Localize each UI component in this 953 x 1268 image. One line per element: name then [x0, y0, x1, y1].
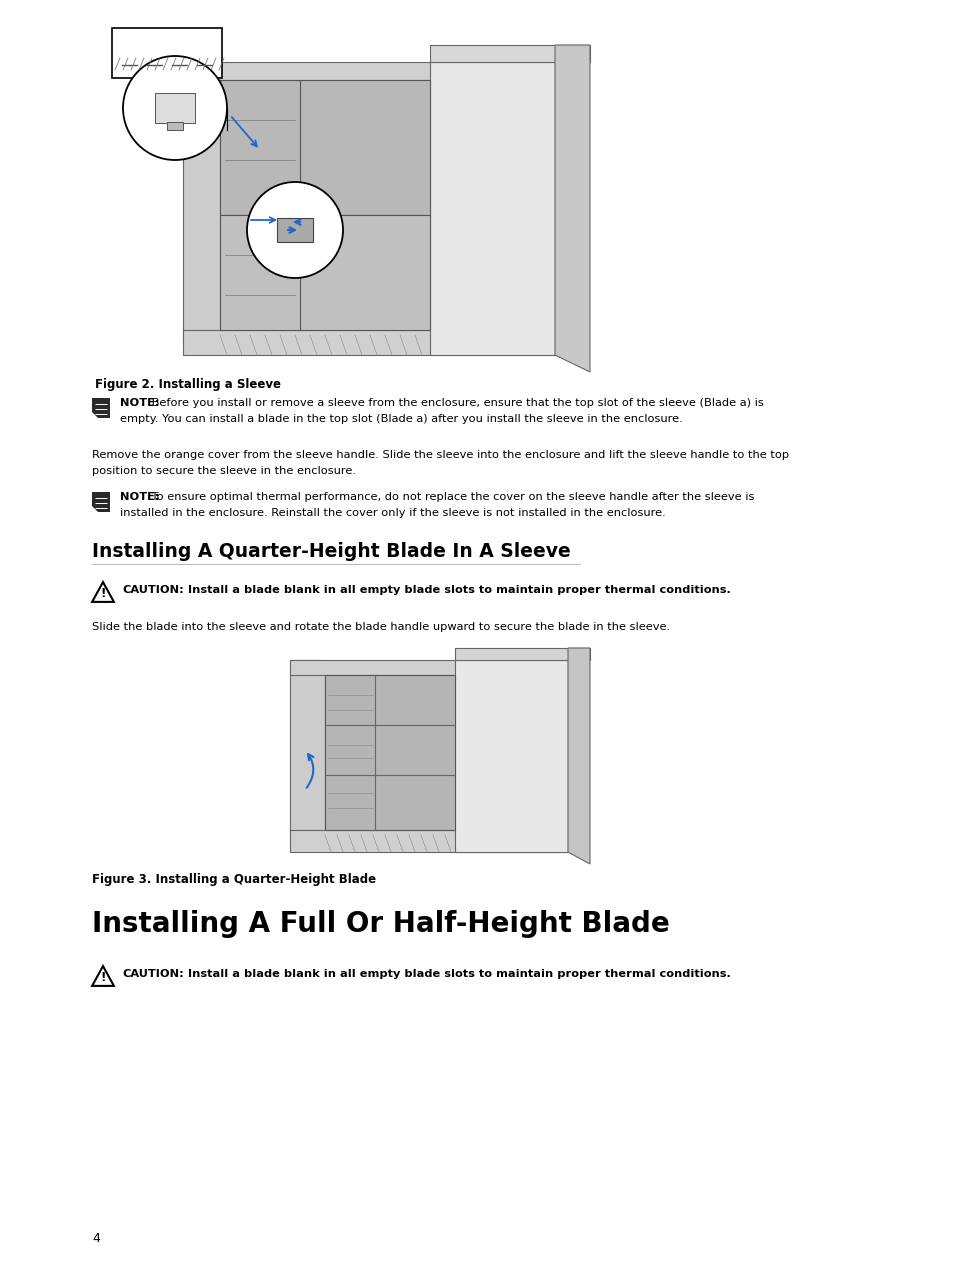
Polygon shape [290, 831, 567, 852]
Polygon shape [220, 216, 430, 330]
Text: CAUTION:: CAUTION: [122, 969, 184, 979]
Circle shape [123, 56, 227, 160]
Text: empty. You can install a blade in the top slot (Blade a) after you install the s: empty. You can install a blade in the to… [120, 413, 682, 424]
Text: position to secure the sleeve in the enclosure.: position to secure the sleeve in the enc… [91, 467, 355, 476]
Polygon shape [183, 62, 220, 345]
Polygon shape [567, 648, 589, 864]
Text: To ensure optimal thermal performance, do not replace the cover on the sleeve ha: To ensure optimal thermal performance, d… [148, 492, 754, 502]
Text: Slide the blade into the sleeve and rotate the blade handle upward to secure the: Slide the blade into the sleeve and rota… [91, 623, 669, 631]
Text: Remove the orange cover from the sleeve handle. Slide the sleeve into the enclos: Remove the orange cover from the sleeve … [91, 450, 788, 460]
Bar [91, 492, 110, 512]
Polygon shape [290, 661, 325, 844]
Text: Install a blade blank in all empty blade slots to maintain proper thermal condit: Install a blade blank in all empty blade… [184, 969, 730, 979]
Polygon shape [220, 80, 430, 216]
Text: 4: 4 [91, 1232, 100, 1245]
Text: CAUTION:: CAUTION: [122, 585, 184, 595]
Text: NOTE:: NOTE: [120, 492, 159, 502]
Polygon shape [430, 44, 589, 62]
Polygon shape [91, 506, 98, 512]
Polygon shape [183, 330, 555, 355]
Bar [91, 398, 110, 418]
Polygon shape [325, 675, 455, 831]
Text: Before you install or remove a sleeve from the enclosure, ensure that the top sl: Before you install or remove a sleeve fr… [148, 398, 763, 408]
Polygon shape [555, 44, 589, 372]
Text: Installing A Quarter-Height Blade In A Sleeve: Installing A Quarter-Height Blade In A S… [91, 541, 570, 560]
Polygon shape [455, 661, 567, 852]
Text: NOTE:: NOTE: [120, 398, 159, 408]
Bar [276, 218, 313, 242]
Polygon shape [455, 648, 589, 661]
Bar [154, 93, 194, 123]
Circle shape [247, 183, 343, 278]
Text: Figure 3. Installing a Quarter-Height Blade: Figure 3. Installing a Quarter-Height Bl… [91, 872, 375, 886]
Text: !: ! [100, 587, 106, 600]
Text: Installing A Full Or Half-Height Blade: Installing A Full Or Half-Height Blade [91, 910, 669, 938]
Text: Figure 2. Installing a Sleeve: Figure 2. Installing a Sleeve [95, 378, 281, 391]
Bar [112, 28, 222, 79]
Polygon shape [430, 62, 555, 355]
Text: Install a blade blank in all empty blade slots to maintain proper thermal condit: Install a blade blank in all empty blade… [184, 585, 730, 595]
Polygon shape [91, 412, 98, 418]
Text: installed in the enclosure. Reinstall the cover only if the sleeve is not instal: installed in the enclosure. Reinstall th… [120, 508, 665, 519]
Bar [167, 122, 183, 131]
Polygon shape [290, 661, 567, 675]
Polygon shape [183, 62, 555, 80]
Text: !: ! [100, 971, 106, 984]
